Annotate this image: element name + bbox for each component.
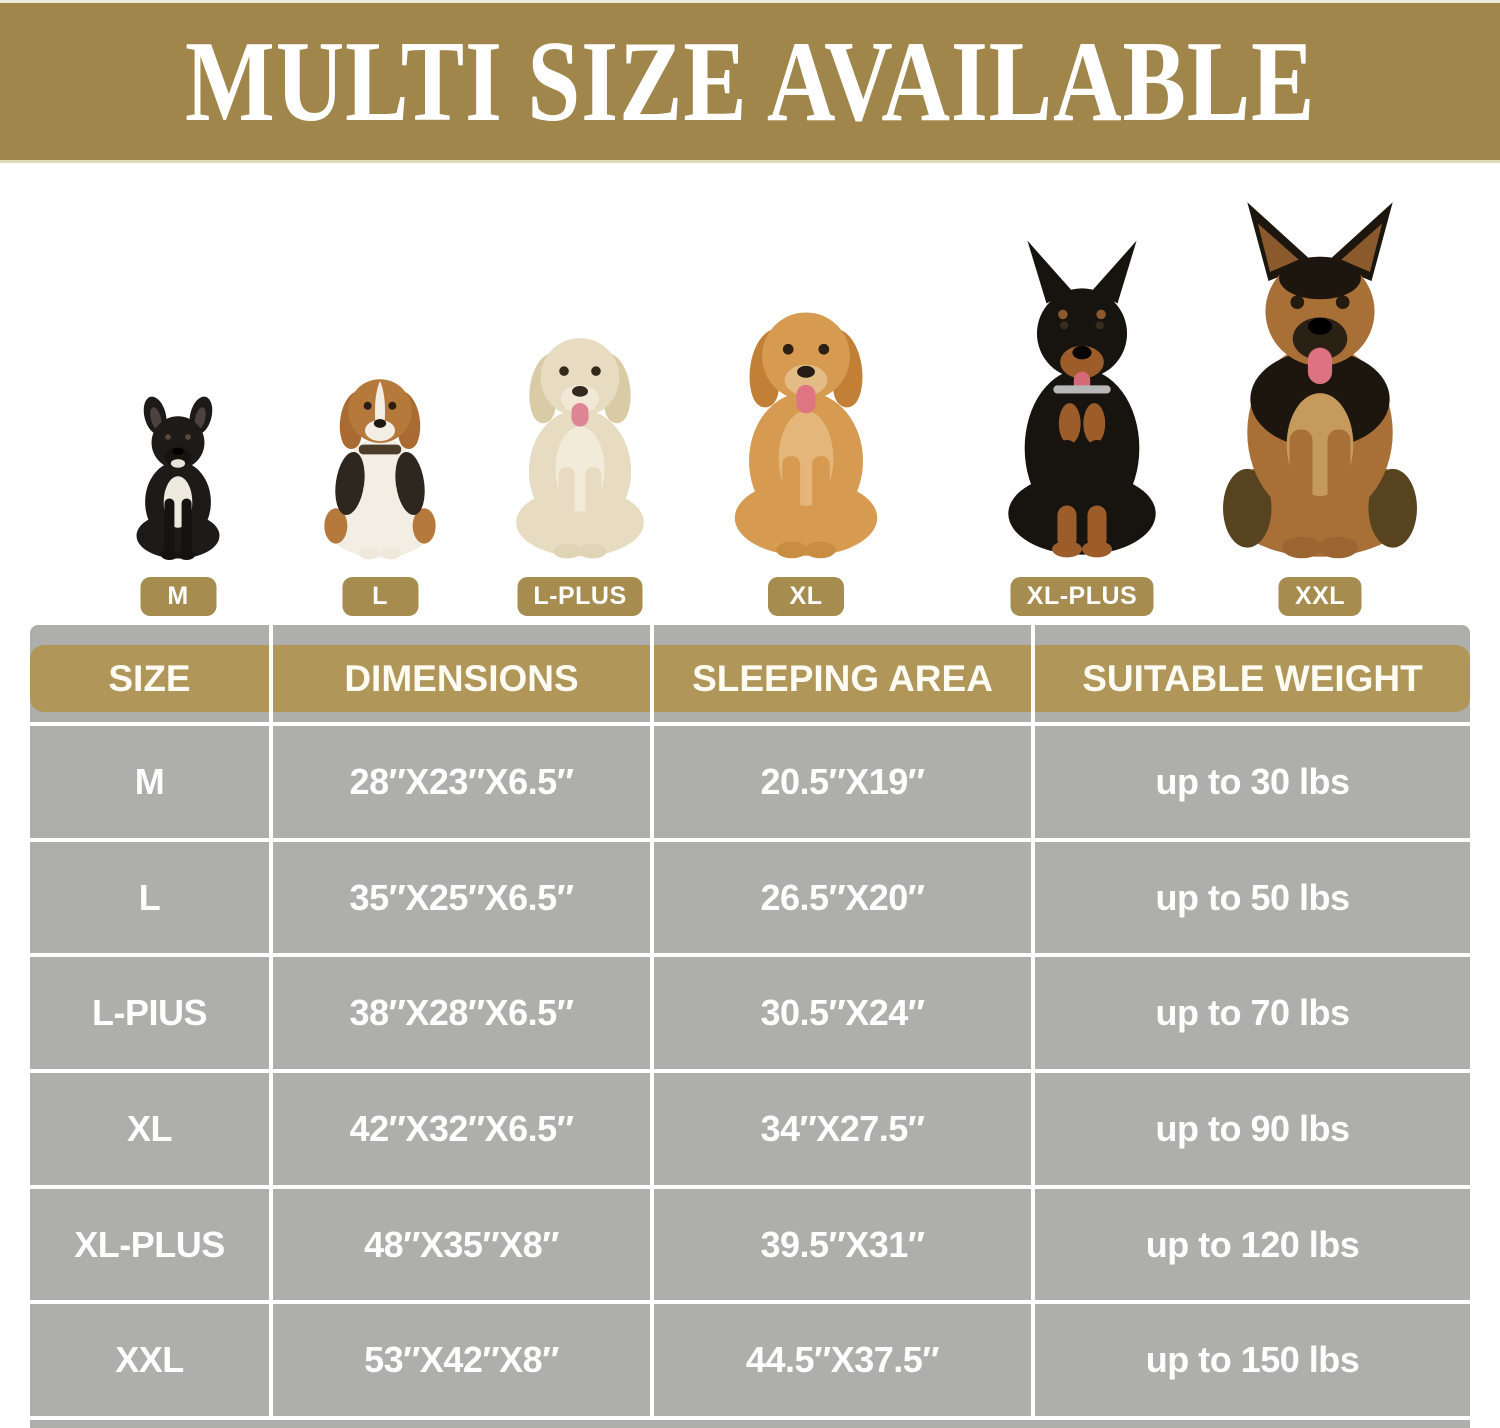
doberman-image bbox=[1008, 240, 1156, 558]
dogs-row: M bbox=[0, 166, 1500, 618]
header-cell-dimensions: DIMENSIONS bbox=[273, 625, 654, 722]
cell-suitable-weight: up to 90 lbs bbox=[1155, 1107, 1350, 1149]
golden-retriever-image bbox=[734, 312, 878, 559]
cell-sleeping-area: 26.5″X20″ bbox=[654, 841, 1035, 954]
cell-size: XL-PLUS bbox=[30, 1188, 273, 1301]
cell-sleeping-area: 39.5″X31″ bbox=[654, 1188, 1035, 1301]
cell-suitable-weight: up to 120 lbs bbox=[1145, 1223, 1360, 1265]
cell-dimensions: 53″X42″X8″ bbox=[273, 1304, 654, 1417]
size-badge-m: M bbox=[140, 577, 216, 616]
cell-size: M bbox=[30, 726, 273, 838]
table-row: L 35″X25″X6.5″ 26.5″X20″ up to 50 lbs bbox=[30, 837, 1470, 954]
header-label-sleeping-area: SLEEPING AREA bbox=[654, 645, 1031, 712]
dog-group-xl-plus: XL-PLUS bbox=[946, 235, 1219, 616]
cell-sleeping-area: 20.5″X19″ bbox=[654, 726, 1035, 838]
size-badge-l: L bbox=[342, 577, 418, 616]
table-row: XXL 53″X42″X8″ 44.5″X37.5″ up to 150 lbs bbox=[30, 1300, 1470, 1421]
dog-group-l-plus: L-PLUS bbox=[474, 307, 687, 616]
table-row: XL 42″X32″X6.5″ 34″X27.5″ up to 90 lbs bbox=[30, 1069, 1470, 1185]
dog-group-m: M bbox=[107, 391, 250, 616]
dog-group-xxl: XXL bbox=[1169, 199, 1472, 616]
cell-dimensions: 42″X32″X6.5″ bbox=[273, 1073, 654, 1185]
table-header-row: SIZE DIMENSIONS SLEEPING AREA SUITABLE W… bbox=[30, 625, 1470, 722]
cell-dimensions: 48″X35″X8″ bbox=[273, 1188, 654, 1301]
size-badge-xl-plus: XL-PLUS bbox=[1010, 577, 1154, 616]
header-cell-suitable-weight: SUITABLE WEIGHT bbox=[1035, 625, 1470, 722]
cell-suitable-weight: up to 30 lbs bbox=[1155, 760, 1350, 802]
size-badge-xxl: XXL bbox=[1278, 577, 1362, 616]
dog-group-l: L bbox=[292, 351, 469, 616]
size-badge-l-plus: L-PLUS bbox=[517, 577, 643, 616]
header-label-size: SIZE bbox=[30, 645, 269, 712]
cell-sleeping-area: 34″X27.5″ bbox=[654, 1073, 1035, 1185]
cell-suitable-weight: up to 150 lbs bbox=[1145, 1339, 1360, 1381]
header-label-suitable-weight: SUITABLE WEIGHT bbox=[1035, 645, 1470, 712]
cell-size: L bbox=[30, 841, 273, 954]
banner-title: MULTI SIZE AVAILABLE bbox=[184, 17, 1316, 146]
cream-golden-retriever-image bbox=[516, 338, 644, 559]
size-badge-xl: XL bbox=[768, 577, 844, 616]
header-cell-sleeping-area: SLEEPING AREA bbox=[654, 625, 1035, 722]
cell-suitable-weight: up to 70 lbs bbox=[1155, 992, 1350, 1034]
dog-group-xl: XL bbox=[687, 278, 925, 616]
cell-dimensions: 35″X25″X6.5″ bbox=[273, 841, 654, 954]
cell-size: XXL bbox=[30, 1304, 273, 1417]
cell-sleeping-area: 44.5″X37.5″ bbox=[654, 1304, 1035, 1417]
table-row: M 28″X23″X6.5″ 20.5″X19″ up to 30 lbs bbox=[30, 722, 1470, 838]
cell-dimensions: 28″X23″X6.5″ bbox=[273, 726, 654, 838]
cell-dimensions: 38″X28″X6.5″ bbox=[273, 957, 654, 1070]
cell-size: L-PIUS bbox=[30, 957, 273, 1070]
german-shepherd-image bbox=[1223, 202, 1417, 559]
banner: MULTI SIZE AVAILABLE bbox=[0, 0, 1500, 163]
cell-size: XL bbox=[30, 1073, 273, 1185]
table-row: L-PIUS 38″X28″X6.5″ 30.5″X24″ up to 70 l… bbox=[30, 953, 1470, 1070]
header-label-dimensions: DIMENSIONS bbox=[273, 645, 650, 712]
cell-suitable-weight: up to 50 lbs bbox=[1155, 876, 1350, 918]
header-cell-size: SIZE bbox=[30, 625, 273, 722]
size-table: SIZE DIMENSIONS SLEEPING AREA SUITABLE W… bbox=[30, 625, 1470, 1428]
french-bulldog-image bbox=[136, 396, 220, 560]
cell-sleeping-area: 30.5″X24″ bbox=[654, 957, 1035, 1070]
beagle-image bbox=[324, 379, 436, 560]
table-row: XL-PLUS 48″X35″X8″ 39.5″X31″ up to 120 l… bbox=[30, 1184, 1470, 1301]
